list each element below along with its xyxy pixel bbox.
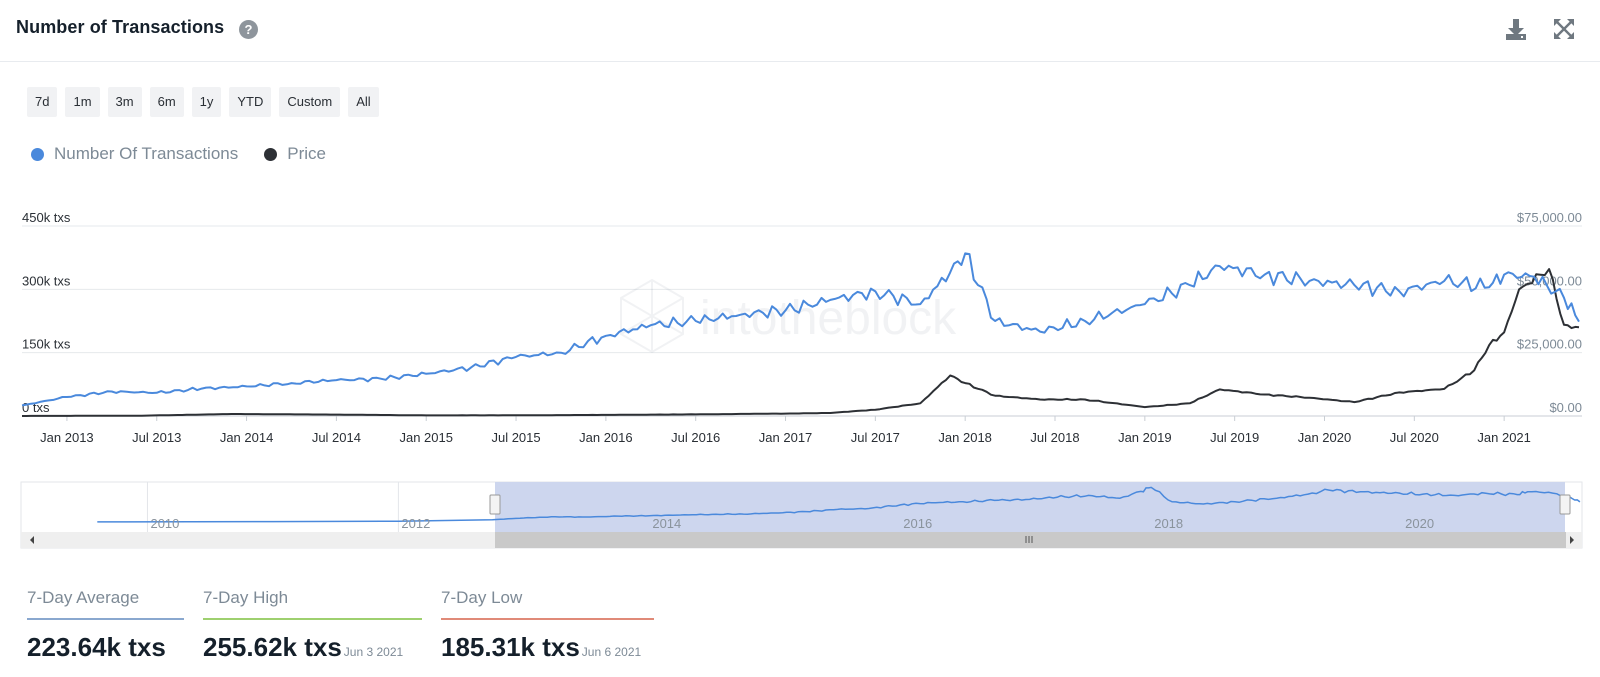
stat-value: 255.62k txs Jun 3 2021: [203, 632, 404, 662]
stat-7day-low: 7-Day Low 185.31k txs Jun 6 2021: [441, 588, 654, 663]
range-button-1m[interactable]: 1m: [65, 87, 100, 117]
navigator-year-label: 2020: [1405, 516, 1434, 531]
y-left-tick-label: 300k txs: [22, 273, 71, 288]
navigator-year-label: 2012: [401, 516, 430, 531]
range-button-custom[interactable]: Custom: [279, 87, 341, 117]
x-tick-label: Jan 2015: [399, 430, 453, 445]
stat-value: 185.31k txs Jun 6 2021: [441, 632, 642, 662]
range-button-1y[interactable]: 1y: [191, 87, 222, 117]
navigator-scrollbar-thumb[interactable]: [495, 532, 1566, 548]
navigator-year-label: 2014: [652, 516, 681, 531]
scroll-left-arrow-icon[interactable]: [30, 536, 34, 544]
legend-label-price: Price: [287, 144, 326, 163]
stat-7day-average: 7-Day Average 223.64k txs: [27, 588, 184, 663]
range-button-7d[interactable]: 7d: [27, 87, 58, 117]
x-tick-label: Jul 2016: [671, 430, 720, 445]
scrollbar-grip-icon: [1025, 536, 1033, 543]
series-line-transactions[interactable]: [21, 252, 1580, 407]
x-tick-label: Jan 2018: [938, 430, 992, 445]
x-tick-label: Jul 2014: [312, 430, 361, 445]
range-button-ytd[interactable]: YTD: [229, 87, 272, 117]
range-button-3m[interactable]: 3m: [107, 87, 142, 117]
chart-title: Number of Transactions: [16, 17, 225, 37]
navigator-year-label: 2010: [150, 516, 179, 531]
y-right-tick-label: $50,000.00: [1517, 273, 1582, 288]
stat-7day-high: 7-Day High 255.62k txs Jun 3 2021: [203, 588, 422, 663]
stat-date: Jun 6 2021: [581, 645, 642, 659]
navigator-left-handle[interactable]: [489, 494, 501, 515]
stat-value: 223.64k txs: [27, 632, 166, 662]
y-left-tick-label: 450k txs: [22, 210, 71, 225]
x-tick-label: Jan 2019: [1118, 430, 1172, 445]
stat-label: 7-Day Average: [27, 588, 184, 620]
x-tick-label: Jul 2019: [1210, 430, 1259, 445]
legend-item-transactions[interactable]: Number Of Transactions: [31, 144, 238, 164]
chart-header: Number of Transactions ?: [0, 0, 1600, 62]
legend-dot-price: [264, 147, 278, 161]
stats-panel: 7-Day Average 223.64k txs 7-Day High 255…: [27, 588, 1587, 668]
x-tick-label: Jul 2017: [851, 430, 900, 445]
series-line-price[interactable]: [22, 268, 1580, 417]
navigator-year-label: 2018: [1154, 516, 1183, 531]
download-icon[interactable]: [1505, 17, 1527, 41]
y-right-tick-label: $25,000.00: [1517, 337, 1582, 352]
chart-legend: Number Of Transactions Price: [31, 144, 352, 164]
x-tick-label: Jan 2014: [220, 430, 274, 445]
stat-label: 7-Day Low: [441, 588, 654, 620]
navigator-right-handle[interactable]: [1559, 494, 1571, 515]
legend-label-transactions: Number Of Transactions: [54, 144, 239, 163]
x-tick-label: Jan 2017: [759, 430, 813, 445]
y-right-tick-label: $75,000.00: [1517, 210, 1582, 225]
intotheblock-watermark: intotheblock: [620, 278, 957, 354]
range-selector: 7d 1m 3m 6m 1y YTD Custom All: [27, 87, 379, 117]
range-button-all[interactable]: All: [348, 87, 379, 117]
x-tick-label: Jul 2018: [1030, 430, 1079, 445]
navigator-year-label: 2016: [903, 516, 932, 531]
fullscreen-icon[interactable]: [1553, 18, 1575, 40]
stat-date: Jun 3 2021: [343, 645, 404, 659]
legend-item-price[interactable]: Price: [264, 144, 326, 164]
x-tick-label: Jan 2021: [1477, 430, 1531, 445]
stat-label: 7-Day High: [203, 588, 422, 620]
scroll-right-arrow-icon[interactable]: [1570, 536, 1574, 544]
range-button-6m[interactable]: 6m: [149, 87, 184, 117]
legend-dot-transactions: [31, 147, 44, 161]
navigator-series-line: [97, 486, 1581, 523]
range-navigator[interactable]: 2010 2012 2014 2016 2018 2020: [0, 478, 1600, 552]
x-tick-label: Jan 2020: [1298, 430, 1352, 445]
question-circle-icon[interactable]: ?: [239, 20, 258, 39]
x-tick-label: Jan 2016: [579, 430, 633, 445]
x-tick-label: Jul 2020: [1390, 430, 1439, 445]
y-right-tick-label: $0.00: [1549, 400, 1582, 415]
x-tick-label: Jan 2013: [40, 430, 94, 445]
x-tick-label: Jul 2015: [491, 430, 540, 445]
y-left-tick-label: 150k txs: [22, 337, 71, 352]
x-tick-label: Jul 2013: [132, 430, 181, 445]
